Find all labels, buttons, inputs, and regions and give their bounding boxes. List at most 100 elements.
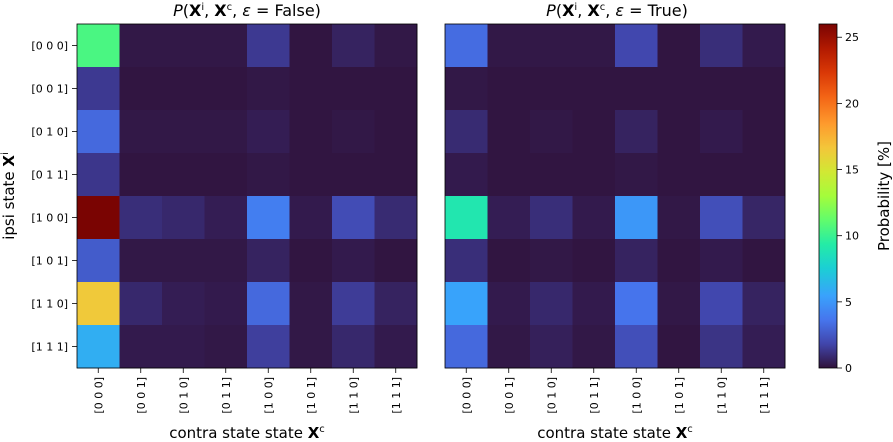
x-tick-label: [1 0 0] xyxy=(630,377,643,414)
heatmap-cell xyxy=(742,325,786,369)
left-cells xyxy=(77,24,418,369)
heatmap-cell xyxy=(615,282,658,326)
heatmap-cell xyxy=(700,24,743,68)
left-x-ticks: [0 0 0] [0 0 1] [0 1 0] [0 1 1] [1 0 0] [1 0 … xyxy=(92,368,403,414)
heatmap-cell xyxy=(530,153,573,197)
heatmap-cell xyxy=(572,24,616,68)
heatmap-cell xyxy=(530,24,573,68)
heatmap-cell xyxy=(700,196,743,240)
heatmap-cell xyxy=(742,67,786,111)
y-tick-label: [1 1 1] xyxy=(31,341,68,354)
heatmap-cell xyxy=(332,282,375,326)
right-title: P(Xi, Xc, ε = True) xyxy=(546,1,688,20)
heatmap-cell xyxy=(119,67,163,111)
x-tick-label: [0 1 0] xyxy=(177,377,190,414)
heatmap-cell xyxy=(119,196,163,240)
heatmap-cell xyxy=(742,239,786,283)
heatmap-cell xyxy=(77,325,120,369)
colorbar-tick-label: 20 xyxy=(845,97,859,110)
left-y-label: ipsi state Xi xyxy=(0,152,18,240)
heatmap-cell xyxy=(247,325,290,369)
heatmap-cell xyxy=(657,110,701,154)
colorbar: 0 5 10 15 20 25 Probability [%] xyxy=(818,23,893,375)
heatmap-cell xyxy=(162,239,205,283)
heatmap-cell xyxy=(289,282,333,326)
heatmap-cell xyxy=(700,282,743,326)
heatmap-cell xyxy=(119,325,163,369)
heatmap-cell xyxy=(332,153,375,197)
colorbar-tick-label: 10 xyxy=(845,230,859,243)
heatmap-cell xyxy=(700,239,743,283)
colorbar-tick-label: 15 xyxy=(845,164,859,177)
heatmap-cell xyxy=(572,282,616,326)
heatmap-cell xyxy=(445,196,488,240)
heatmap-cell xyxy=(247,153,290,197)
heatmap-cell xyxy=(700,110,743,154)
heatmap-cell xyxy=(374,67,418,111)
heatmap-cell xyxy=(742,24,786,68)
heatmap-cell xyxy=(700,67,743,111)
left-y-ticks: [0 0 0] [0 0 1] [0 1 0] [0 1 1] [1 0 0] [1 0 … xyxy=(31,40,77,354)
heatmap-cell xyxy=(572,153,616,197)
heatmap-cell xyxy=(119,153,163,197)
heatmap-cell xyxy=(162,196,205,240)
heatmap-cell xyxy=(572,196,616,240)
heatmap-cell xyxy=(487,282,531,326)
heatmap-cell xyxy=(119,282,163,326)
heatmap-cell xyxy=(77,282,120,326)
heatmap-cell xyxy=(487,110,531,154)
x-tick-label: [0 0 0] xyxy=(460,377,473,414)
heatmap-cell xyxy=(657,67,701,111)
heatmap-cell xyxy=(204,67,248,111)
colorbar-tick-label: 0 xyxy=(845,362,852,375)
heatmap-cell xyxy=(445,325,488,369)
x-tick-label: [1 1 0] xyxy=(715,377,728,414)
heatmap-cell xyxy=(332,24,375,68)
heatmap-cell xyxy=(332,110,375,154)
x-tick-label: [0 1 1] xyxy=(588,377,601,414)
y-tick-label: [1 0 1] xyxy=(31,255,68,268)
x-tick-label: [0 0 1] xyxy=(503,377,516,414)
x-tick-label: [0 1 1] xyxy=(220,377,233,414)
heatmap-cell xyxy=(77,196,120,240)
heatmap-cell xyxy=(530,196,573,240)
heatmap-cell xyxy=(119,24,163,68)
heatmap-cell xyxy=(332,325,375,369)
heatmap-cell xyxy=(332,67,375,111)
heatmap-cell xyxy=(487,325,531,369)
heatmap-cell xyxy=(374,325,418,369)
heatmap-cell xyxy=(162,24,205,68)
x-tick-label: [0 1 0] xyxy=(545,377,558,414)
heatmap-cell xyxy=(289,67,333,111)
heatmap-cell xyxy=(530,282,573,326)
heatmap-cell xyxy=(77,239,120,283)
heatmap-cell xyxy=(247,110,290,154)
heatmap-cell xyxy=(374,196,418,240)
heatmap-cell xyxy=(162,282,205,326)
colorbar-ticks: 0 5 10 15 20 25 xyxy=(837,31,859,375)
heatmap-cell xyxy=(445,67,488,111)
heatmap-cell xyxy=(615,153,658,197)
heatmap-cell xyxy=(374,24,418,68)
heatmap-eps-true: P(Xi, Xc, ε = True) [0 0 0] [0 0 1] [0 1 0… xyxy=(444,1,786,442)
y-tick-label: [1 0 0] xyxy=(31,212,68,225)
heatmap-cell xyxy=(487,67,531,111)
heatmap-cell xyxy=(204,110,248,154)
heatmap-cell xyxy=(77,67,120,111)
heatmap-cell xyxy=(700,325,743,369)
y-tick-label: [0 0 0] xyxy=(31,40,68,53)
heatmap-cell xyxy=(247,196,290,240)
heatmap-cell xyxy=(615,196,658,240)
heatmap-cell xyxy=(204,325,248,369)
heatmap-cell xyxy=(204,24,248,68)
heatmap-cell xyxy=(374,239,418,283)
heatmap-cell xyxy=(289,24,333,68)
heatmap-cell xyxy=(530,67,573,111)
heatmap-cell xyxy=(487,24,531,68)
heatmap-cell xyxy=(77,110,120,154)
heatmap-cell xyxy=(657,325,701,369)
heatmap-cell xyxy=(742,196,786,240)
y-tick-label: [1 1 0] xyxy=(31,298,68,311)
heatmap-cell xyxy=(742,282,786,326)
x-tick-label: [1 0 1] xyxy=(673,377,686,414)
